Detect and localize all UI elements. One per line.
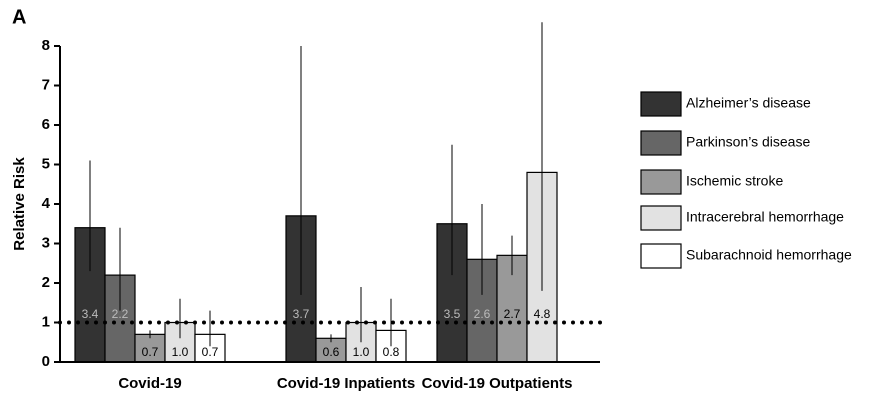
x-tick-label: Covid-19 Outpatients xyxy=(422,375,573,392)
legend-swatch xyxy=(640,169,682,195)
x-tick-label: Covid-19 xyxy=(118,375,181,392)
legend-label: Alzheimer’s disease xyxy=(686,95,811,111)
y-tick-label: 2 xyxy=(42,274,50,291)
value-label: 1.0 xyxy=(172,345,189,359)
value-label: 0.6 xyxy=(323,345,340,359)
y-tick-label: 8 xyxy=(42,37,50,54)
y-tick-label: 4 xyxy=(42,195,51,212)
value-label: 2.6 xyxy=(474,307,491,321)
value-label: 1.0 xyxy=(353,345,370,359)
legend-swatch xyxy=(640,130,682,156)
value-label: 3.4 xyxy=(82,307,99,321)
y-tick-label: 7 xyxy=(42,76,50,93)
legend-swatch xyxy=(640,243,682,269)
value-label: 3.5 xyxy=(444,307,461,321)
y-tick-label: 1 xyxy=(42,313,50,330)
y-tick-label: 0 xyxy=(42,353,50,370)
legend-label: Ischemic stroke xyxy=(686,173,783,189)
legend-label: Parkinson’s disease xyxy=(686,134,810,150)
value-label: 2.7 xyxy=(504,307,521,321)
value-label: 4.8 xyxy=(534,307,551,321)
legend-swatch xyxy=(640,91,682,117)
y-tick-label: 6 xyxy=(42,116,50,133)
y-axis-title: Relative Risk xyxy=(11,157,28,251)
x-tick-label: Covid-19 Inpatients xyxy=(277,375,415,392)
legend-label: Intracerebral hemorrhage xyxy=(686,209,844,225)
value-label: 0.7 xyxy=(202,345,219,359)
value-label: 0.8 xyxy=(383,345,400,359)
panel-label: A xyxy=(12,6,26,28)
y-tick-label: 3 xyxy=(42,234,50,251)
y-tick-label: 5 xyxy=(42,155,50,172)
value-label: 0.7 xyxy=(142,345,159,359)
value-label: 3.7 xyxy=(293,307,310,321)
legend-swatch xyxy=(640,205,682,231)
value-label: 2.2 xyxy=(112,307,129,321)
legend-label: Subarachnoid hemorrhage xyxy=(686,247,852,263)
